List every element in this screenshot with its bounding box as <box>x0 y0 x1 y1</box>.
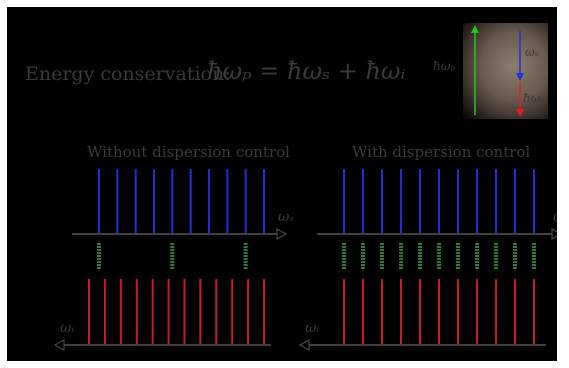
inset-arrows <box>471 25 524 117</box>
pump-arrow-head <box>471 25 479 33</box>
idler-axis-arrow <box>53 339 65 351</box>
energy-conservation-label: Energy conservation: <box>25 63 231 85</box>
idler-axis-arrow <box>298 339 310 351</box>
signal-axis-label: ωₛ <box>553 209 557 225</box>
signal-axis-arrow <box>551 228 557 240</box>
panel-title-without-control: Without dispersion control <box>87 143 290 161</box>
idler-axis-label: ωᵢ <box>305 320 319 336</box>
idler-label: ħωᵢ <box>523 91 543 105</box>
signal-axis-arrow <box>276 228 288 240</box>
slide-background: Energy conservation: ħωₚ = ħωₛ + ħωᵢ ħωₚ… <box>7 7 557 361</box>
signal-label: ωₛ <box>525 45 539 59</box>
signal-arrow-head <box>516 73 524 81</box>
signal-axis-label: ωₛ <box>278 209 294 225</box>
energy-equation: ħωₚ = ħωₛ + ħωᵢ <box>207 57 406 85</box>
energy-level-inset: ħωₚ ωₛ ħωᵢ <box>433 23 548 119</box>
idler-axis-label: ωᵢ <box>60 320 74 336</box>
pump-label: ħωₚ <box>433 59 456 73</box>
panel-title-with-control: With dispersion control <box>352 143 531 161</box>
frequency-comb-diagram: ωₛ ωᵢ ωₛ ωᵢ <box>53 169 557 351</box>
idler-arrow-head <box>516 109 524 117</box>
